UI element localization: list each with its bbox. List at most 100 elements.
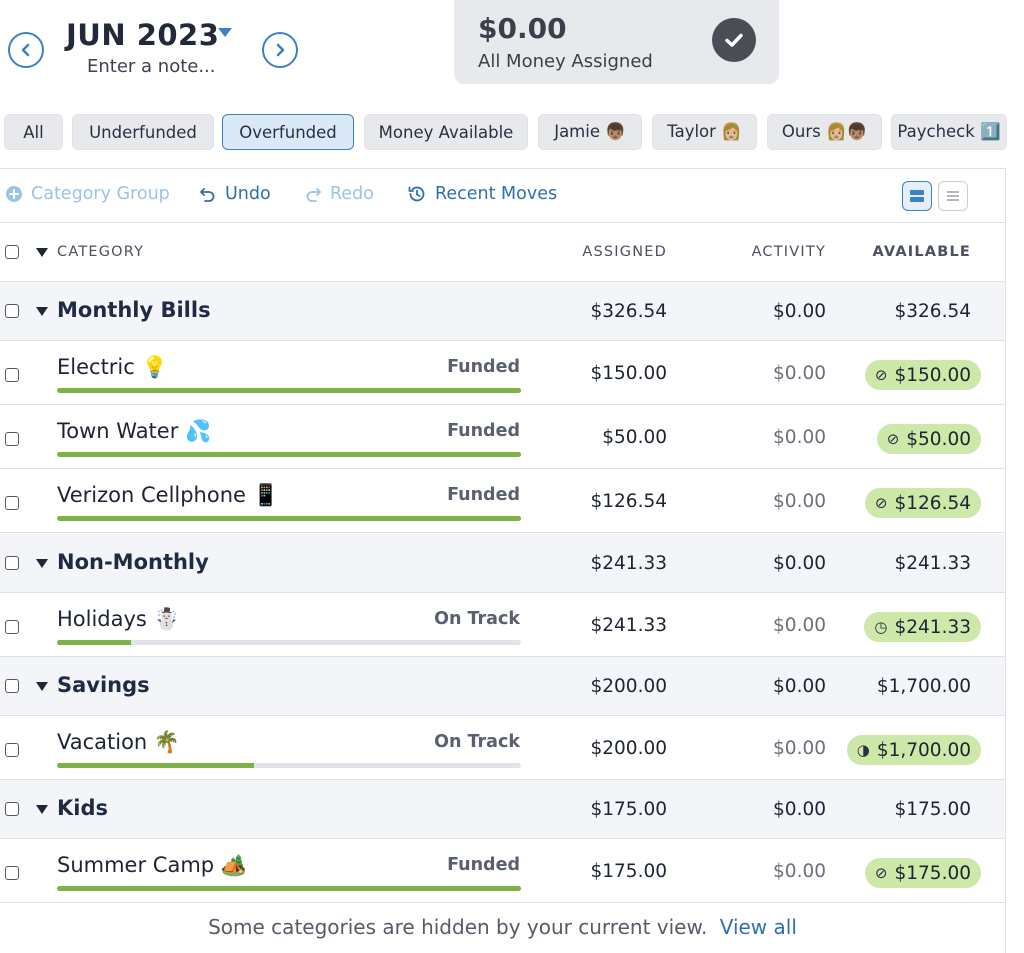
category-activity[interactable]: $0.00 <box>773 738 826 759</box>
month-note[interactable]: Enter a note... <box>87 56 216 77</box>
filter-underfunded[interactable]: Underfunded <box>72 114 214 150</box>
category-name[interactable]: Town Water 💦 <box>57 419 212 443</box>
category-progress-bar <box>57 452 521 457</box>
compact-view-toggle[interactable] <box>938 181 968 211</box>
category-group-row[interactable]: Kids $175.00 $0.00 $175.00 <box>0 780 1005 839</box>
column-activity[interactable]: ACTIVITY <box>751 244 826 260</box>
group-assigned: $175.00 <box>590 799 667 820</box>
group-collapse-caret-icon[interactable] <box>36 682 48 691</box>
category-activity[interactable]: $0.00 <box>773 615 826 636</box>
category-row[interactable]: Verizon Cellphone 📱 Funded $126.54 $0.00… <box>0 469 1005 533</box>
category-activity[interactable]: $0.00 <box>773 427 826 448</box>
category-row[interactable]: Vacation 🌴 On Track $200.00 $0.00 ◑ $1,70… <box>0 716 1005 780</box>
filter-paycheck[interactable]: Paycheck 1️⃣ <box>891 114 1007 150</box>
filter-ours[interactable]: Ours 👩🏼👦🏽 <box>767 114 882 150</box>
ready-to-assign-panel[interactable]: $0.00 All Money Assigned <box>454 0 779 84</box>
category-name[interactable]: Vacation 🌴 <box>57 730 181 754</box>
category-checkbox[interactable] <box>5 496 19 510</box>
category-row[interactable]: Summer Camp 🏕️ Funded $175.00 $0.00 ⊘ $17… <box>0 839 1005 903</box>
month-title[interactable]: JUN 2023 <box>66 18 220 52</box>
category-assigned[interactable]: $50.00 <box>602 427 667 448</box>
undo-button[interactable]: Undo <box>199 184 271 204</box>
prev-month-button[interactable] <box>8 32 44 68</box>
ready-to-assign-label: All Money Assigned <box>478 51 653 72</box>
group-activity: $0.00 <box>773 301 826 322</box>
group-name[interactable]: Monthly Bills <box>57 298 211 322</box>
expanded-rows-icon <box>910 190 924 202</box>
group-checkbox[interactable] <box>5 679 19 693</box>
available-pill[interactable]: ⊘ $126.54 <box>864 488 981 518</box>
expanded-view-toggle[interactable] <box>902 181 932 211</box>
divider <box>0 168 1005 169</box>
group-name[interactable]: Kids <box>57 796 109 820</box>
group-checkbox[interactable] <box>5 556 19 570</box>
category-assigned[interactable]: $241.33 <box>590 615 667 636</box>
category-assigned[interactable]: $150.00 <box>590 363 667 384</box>
add-category-group-button[interactable]: Category Group <box>5 184 170 204</box>
category-checkbox[interactable] <box>5 368 19 382</box>
category-checkbox[interactable] <box>5 620 19 634</box>
category-name[interactable]: Verizon Cellphone 📱 <box>57 483 279 507</box>
category-activity[interactable]: $0.00 <box>773 861 826 882</box>
category-name[interactable]: Electric 💡 <box>57 355 168 379</box>
category-group-label: Category Group <box>31 184 170 204</box>
progress-fill <box>57 640 132 645</box>
check-circle-icon: ⊘ <box>874 493 888 512</box>
category-activity[interactable]: $0.00 <box>773 363 826 384</box>
filter-jamie[interactable]: Jamie 👦🏽 <box>538 114 642 150</box>
group-name[interactable]: Non-Monthly <box>57 550 209 574</box>
category-row[interactable]: Town Water 💦 Funded $50.00 $0.00 ⊘ $50.00 <box>0 405 1005 469</box>
category-checkbox[interactable] <box>5 866 19 880</box>
column-available[interactable]: AVAILABLE <box>872 244 971 260</box>
hidden-categories-notice: Some categories are hidden by your curre… <box>0 915 1005 939</box>
category-assigned[interactable]: $126.54 <box>590 491 667 512</box>
category-checkbox[interactable] <box>5 432 19 446</box>
category-group-row[interactable]: Monthly Bills $326.54 $0.00 $326.54 <box>0 282 1005 341</box>
category-available: $50.00 <box>906 428 971 450</box>
filter-taylor[interactable]: Taylor 👩🏼 <box>652 114 757 150</box>
group-collapse-caret-icon[interactable] <box>36 307 48 316</box>
category-assigned[interactable]: $200.00 <box>590 738 667 759</box>
filter-money-available[interactable]: Money Available <box>364 114 528 150</box>
group-checkbox[interactable] <box>5 304 19 318</box>
group-collapse-caret-icon[interactable] <box>36 559 48 568</box>
view-all-link[interactable]: View all <box>719 915 797 939</box>
group-activity: $0.00 <box>773 676 826 697</box>
category-progress-bar <box>57 640 521 645</box>
category-group-row[interactable]: Savings $200.00 $0.00 $1,700.00 <box>0 657 1005 716</box>
all-assigned-check-icon <box>712 18 756 62</box>
filter-all[interactable]: All <box>4 114 63 150</box>
category-checkbox[interactable] <box>5 743 19 757</box>
available-pill[interactable]: ⊘ $150.00 <box>864 360 981 390</box>
category-name[interactable]: Holidays ☃️ <box>57 607 180 631</box>
available-pill[interactable]: ⊘ $175.00 <box>864 858 981 888</box>
category-activity[interactable]: $0.00 <box>773 491 826 512</box>
group-available: $175.00 <box>894 799 971 820</box>
filter-overfunded[interactable]: Overfunded <box>222 114 354 150</box>
group-name[interactable]: Savings <box>57 673 150 697</box>
recent-moves-button[interactable]: Recent Moves <box>407 184 557 204</box>
group-assigned: $326.54 <box>590 301 667 322</box>
category-assigned[interactable]: $175.00 <box>590 861 667 882</box>
group-assigned: $200.00 <box>590 676 667 697</box>
category-name[interactable]: Summer Camp 🏕️ <box>57 853 247 877</box>
next-month-button[interactable] <box>262 32 298 68</box>
category-row[interactable]: Holidays ☃️ On Track $241.33 $0.00 ◷ $241… <box>0 593 1005 657</box>
ready-to-assign-amount: $0.00 <box>478 12 567 45</box>
available-pill[interactable]: ◑ $1,700.00 <box>846 735 981 765</box>
select-all-checkbox[interactable] <box>5 245 19 259</box>
group-assigned: $241.33 <box>590 553 667 574</box>
category-row[interactable]: Electric 💡 Funded $150.00 $0.00 ⊘ $150.00 <box>0 341 1005 405</box>
collapse-all-caret-icon[interactable] <box>36 248 48 257</box>
redo-button[interactable]: Redo <box>304 184 374 204</box>
category-status: Funded <box>447 855 520 875</box>
group-checkbox[interactable] <box>5 802 19 816</box>
available-pill[interactable]: ⊘ $50.00 <box>876 424 981 454</box>
available-pill[interactable]: ◷ $241.33 <box>864 612 981 642</box>
column-category[interactable]: CATEGORY <box>57 244 145 260</box>
group-collapse-caret-icon[interactable] <box>36 805 48 814</box>
month-dropdown-caret-icon[interactable] <box>218 28 232 37</box>
category-group-row[interactable]: Non-Monthly $241.33 $0.00 $241.33 <box>0 534 1005 593</box>
column-assigned[interactable]: ASSIGNED <box>582 244 667 260</box>
progress-fill <box>57 516 521 521</box>
